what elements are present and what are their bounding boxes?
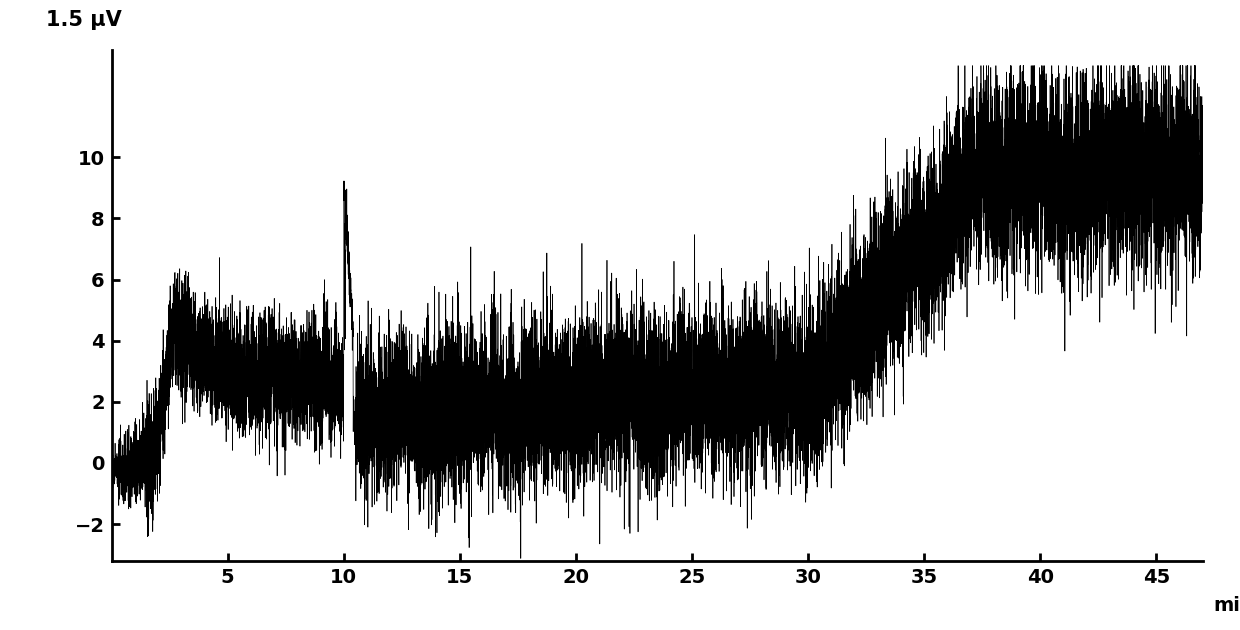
Text: 1.5 μV: 1.5 μV	[46, 10, 122, 30]
Text: min: min	[1214, 597, 1240, 616]
